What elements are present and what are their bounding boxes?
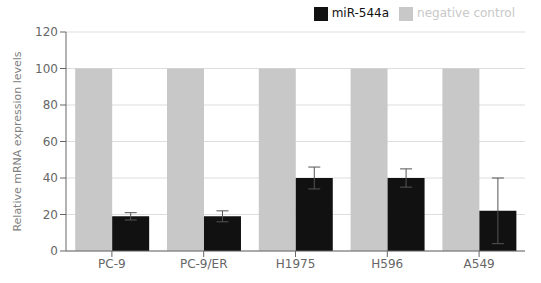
html-text:miR-544a: miR-544a (331, 6, 390, 20)
svg-text:H596: H596 (371, 257, 403, 271)
svg-text:100: 100 (35, 62, 58, 76)
svg-text:PC-9: PC-9 (98, 257, 126, 271)
svg-text:120: 120 (35, 25, 58, 39)
svg-text:0: 0 (50, 244, 58, 258)
svg-text:60: 60 (43, 135, 58, 149)
html-text:negative control: negative control (417, 6, 515, 20)
svg-text:Relative mRNA expression level: Relative mRNA expression levels (11, 51, 24, 231)
svg-text:20: 20 (43, 208, 58, 222)
svg-text:40: 40 (43, 171, 58, 185)
svg-text:H1975: H1975 (276, 257, 316, 271)
svg-text:PC-9/ER: PC-9/ER (180, 257, 228, 271)
svg-text:A549: A549 (464, 257, 495, 271)
svg-text:80: 80 (43, 98, 58, 112)
